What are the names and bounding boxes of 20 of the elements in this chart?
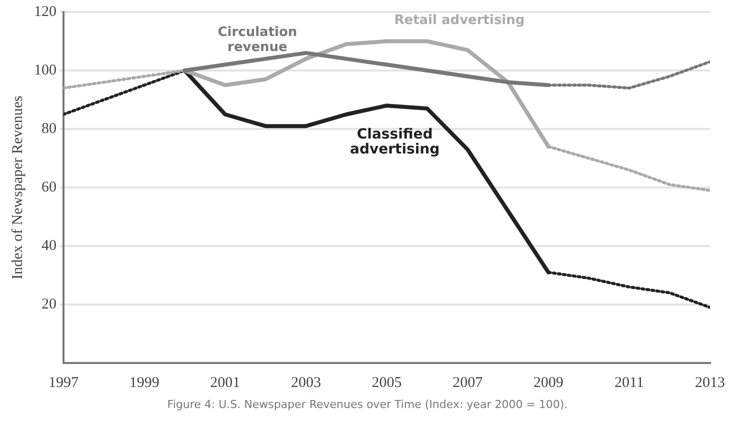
y-axis-title: Index of Newspaper Revenues — [10, 95, 26, 280]
y-tick-label: 60 — [42, 179, 56, 196]
y-tick-label: 40 — [42, 238, 56, 254]
series-label: Circulation revenue — [218, 24, 298, 55]
x-tick-label: 2005 — [372, 374, 402, 391]
caption: Figure 4: U.S. Newspaper Revenues over Time (Index: year 2000 = 100). — [166, 398, 569, 411]
y-tick-label: 80 — [42, 120, 56, 137]
series-label: Classified advertising — [350, 126, 440, 158]
y-tick-label: 100 — [34, 62, 56, 78]
x-tick-label: 2001 — [210, 374, 240, 391]
y-tick-label: 20 — [42, 296, 56, 312]
series-label: Retail advertising — [394, 13, 525, 28]
x-tick-label: 2007 — [452, 374, 484, 391]
x-tick-label: 1999 — [129, 374, 160, 391]
x-tick-label: 2011 — [614, 374, 644, 391]
x-tick-label: 1997 — [48, 374, 79, 391]
y-tick-label: 120 — [34, 4, 56, 20]
x-tick-label: 2009 — [533, 374, 564, 391]
x-tick-label: 2003 — [290, 374, 321, 391]
x-tick-label: 2013 — [695, 374, 725, 391]
